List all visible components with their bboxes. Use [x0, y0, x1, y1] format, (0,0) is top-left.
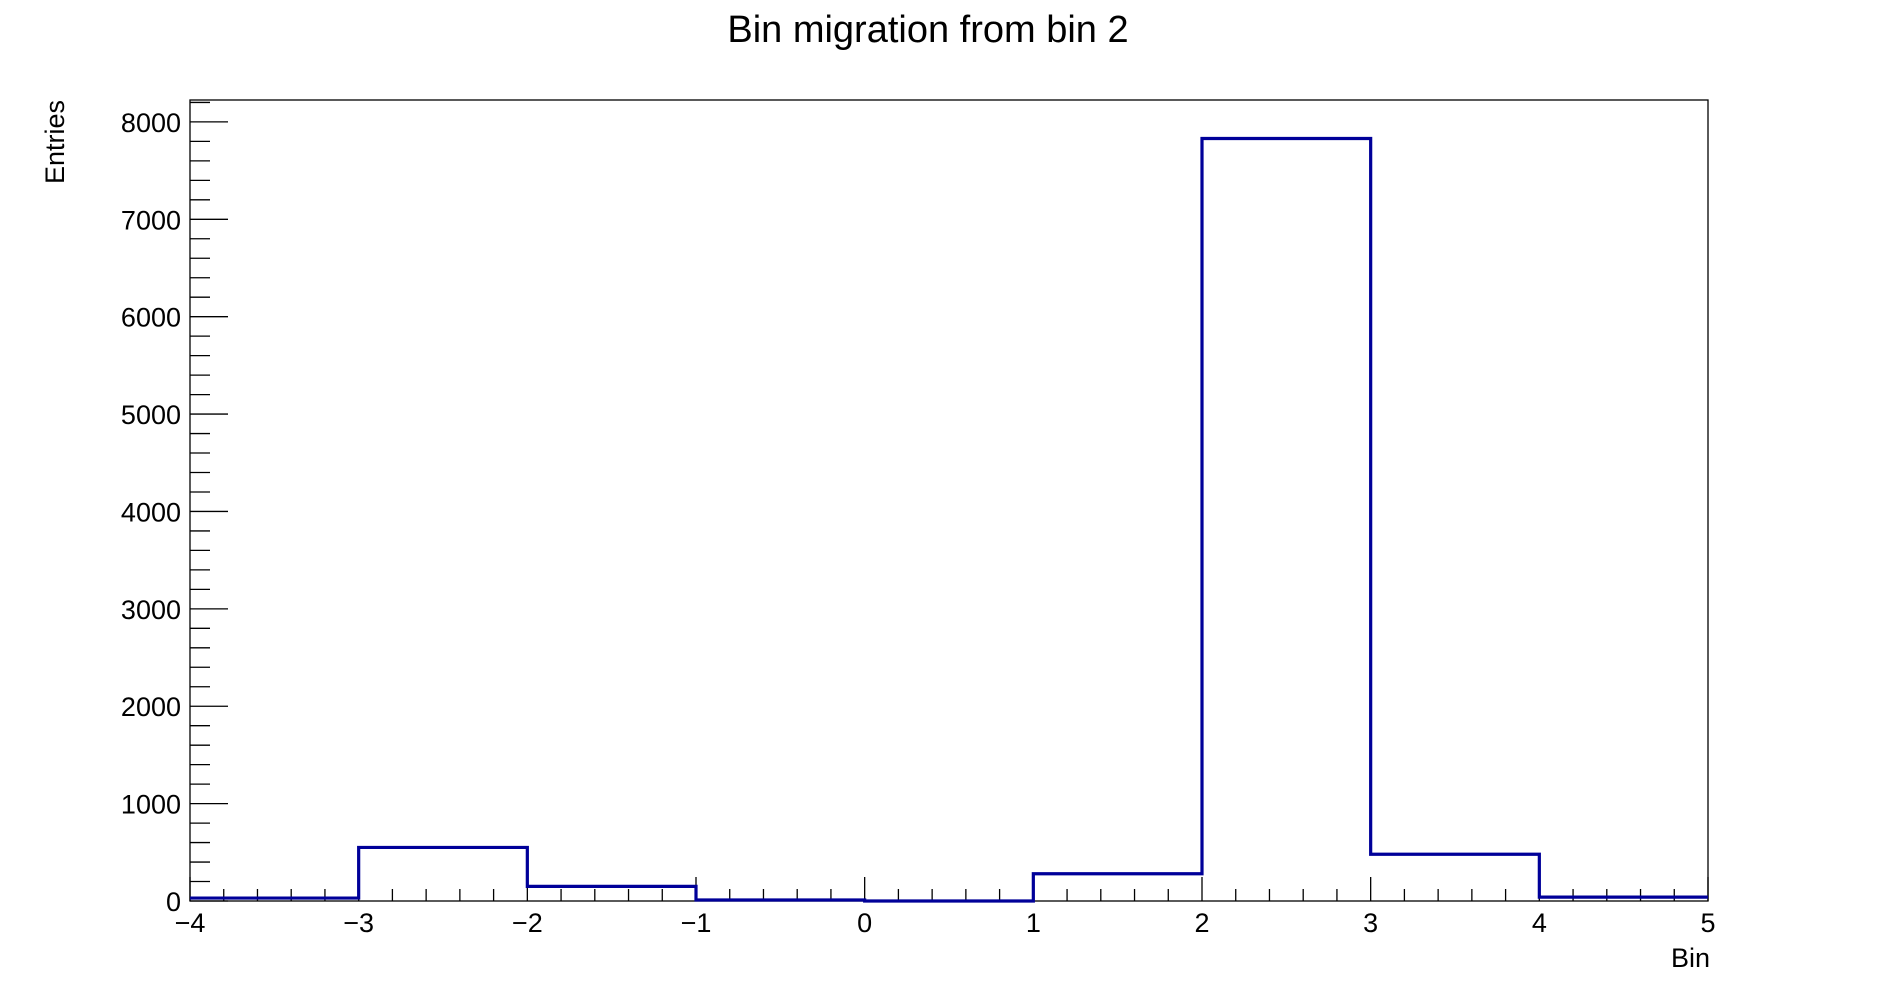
x-tick-label: 3 [1363, 908, 1378, 938]
x-tick-label: 5 [1700, 908, 1715, 938]
y-tick-label: 8000 [121, 108, 181, 138]
y-tick-label: 1000 [121, 790, 181, 820]
x-tick-label: −3 [343, 908, 374, 938]
y-axis-ticks [190, 101, 228, 902]
y-tick-label: 4000 [121, 497, 181, 527]
x-tick-label: 4 [1532, 908, 1547, 938]
y-axis-tick-labels: 0 1000 2000 3000 4000 5000 6000 7000 8000 [121, 108, 181, 917]
x-tick-label: 2 [1194, 908, 1209, 938]
y-tick-label: 3000 [121, 595, 181, 625]
y-tick-label: 7000 [121, 205, 181, 235]
chart-title: Bin migration from bin 2 [727, 9, 1128, 51]
y-tick-label: 5000 [121, 400, 181, 430]
y-tick-label: 6000 [121, 303, 181, 333]
x-tick-label: −1 [681, 908, 712, 938]
y-tick-label: 2000 [121, 692, 181, 722]
y-axis-title: Entries [40, 100, 70, 184]
x-tick-label: −4 [175, 908, 206, 938]
x-axis-title: Bin [1671, 943, 1710, 973]
x-tick-label: −2 [512, 908, 543, 938]
y-tick-label: 0 [166, 887, 181, 917]
x-tick-label: 1 [1026, 908, 1041, 938]
histogram-series-line [190, 136, 1708, 903]
x-axis-tick-labels: −4 −3 −2 −1 0 1 2 3 4 5 [175, 908, 1716, 938]
x-tick-label: 0 [857, 908, 872, 938]
